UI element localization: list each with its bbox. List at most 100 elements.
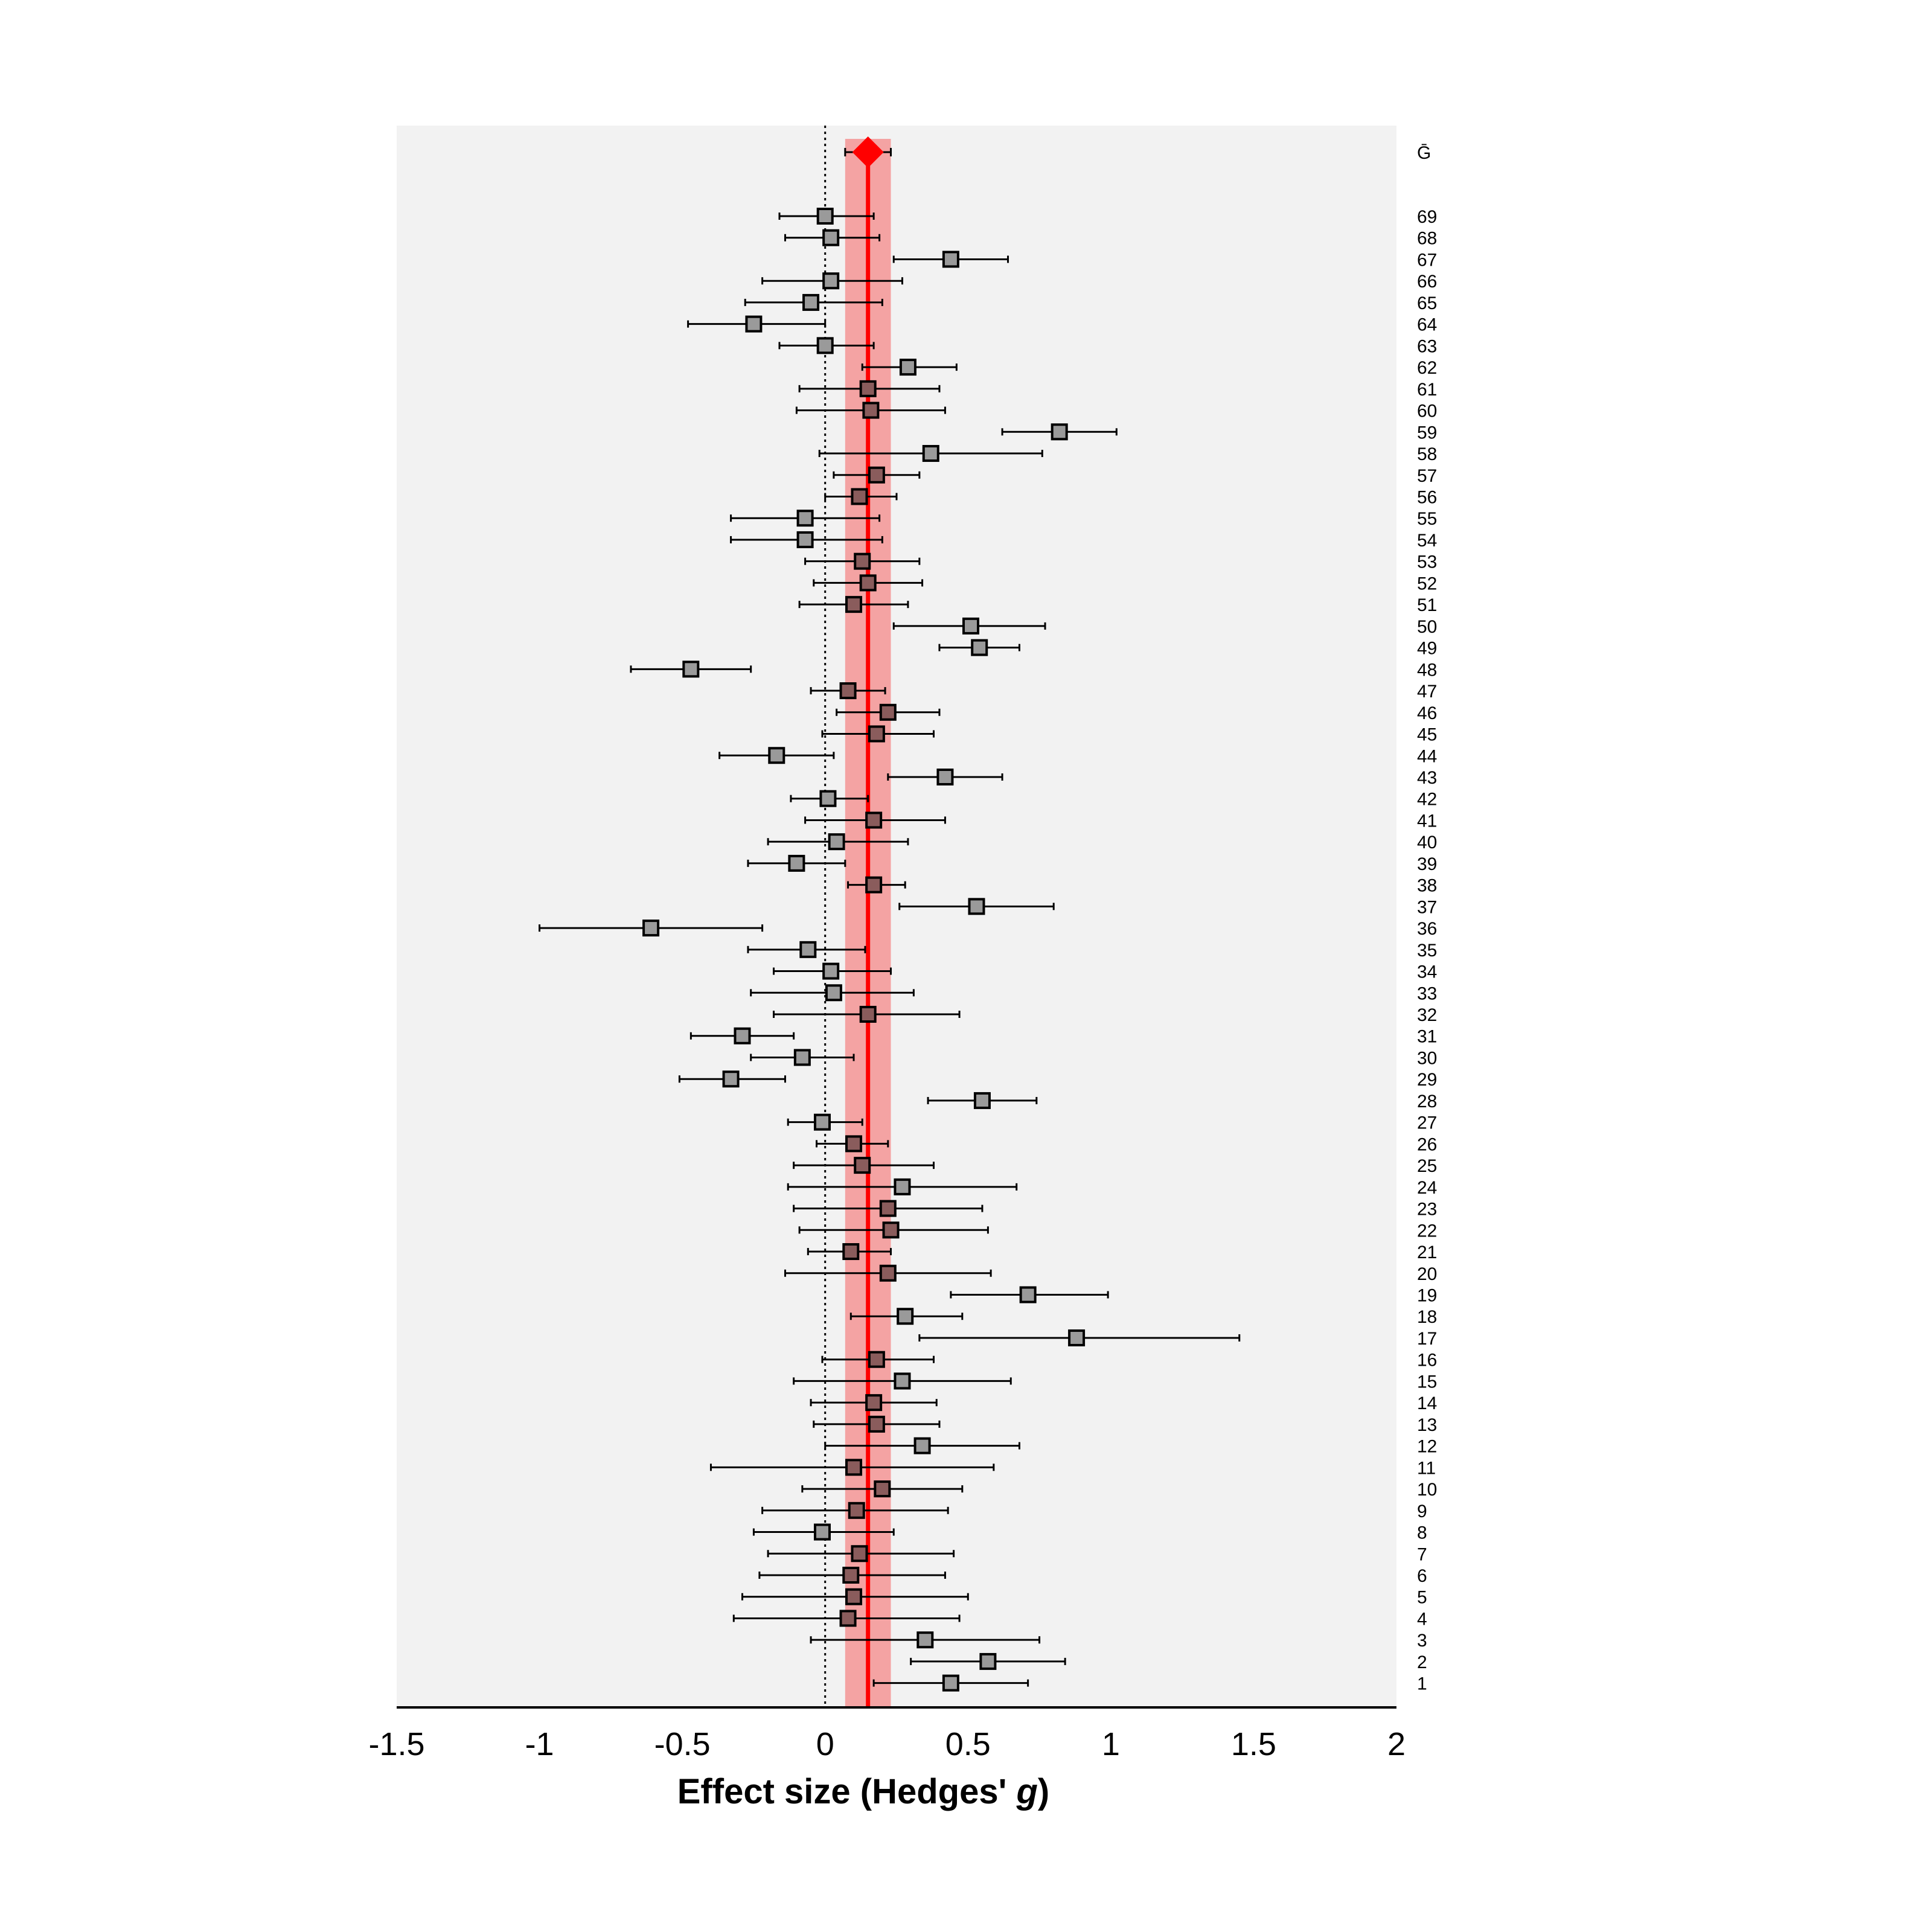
effect-marker [899, 359, 916, 376]
study-label: 38 [1417, 876, 1437, 896]
study-row-9: 9 [761, 1502, 1427, 1521]
x-tick-label: -1.5 [368, 1726, 424, 1762]
effect-marker [642, 920, 660, 937]
x-axis-title-italic: g [1016, 1772, 1037, 1811]
effect-marker [922, 445, 939, 462]
study-row-50: 50 [892, 617, 1437, 637]
study-row-47: 47 [810, 682, 1437, 702]
study-label: 41 [1417, 811, 1437, 831]
study-row-60: 60 [795, 401, 1437, 421]
effect-marker [865, 1394, 883, 1412]
effect-marker [868, 466, 885, 484]
study-row-45: 45 [821, 725, 1437, 745]
study-label: 69 [1417, 207, 1437, 227]
effect-marker [851, 1545, 868, 1563]
study-label: 1 [1417, 1674, 1427, 1694]
study-row-17: 17 [918, 1329, 1437, 1349]
study-label: 39 [1417, 854, 1437, 874]
study-row-4: 4 [732, 1609, 1427, 1629]
study-label: 27 [1417, 1113, 1437, 1133]
study-label: 10 [1417, 1480, 1437, 1500]
study-label: 30 [1417, 1048, 1437, 1068]
study-label: 58 [1417, 444, 1437, 464]
effect-marker [816, 337, 834, 354]
study-row-46: 46 [836, 703, 1437, 723]
study-row-21: 21 [807, 1243, 1437, 1262]
study-label: 57 [1417, 466, 1437, 486]
study-row-51: 51 [798, 595, 1437, 615]
effect-marker [682, 661, 700, 678]
study-label: 13 [1417, 1415, 1437, 1435]
effect-marker [979, 1652, 997, 1670]
effect-marker [882, 1221, 900, 1239]
x-tick-label: 0.5 [945, 1726, 991, 1762]
effect-marker [822, 962, 840, 980]
effect-marker [859, 380, 877, 397]
study-row-25: 25 [793, 1156, 1437, 1176]
study-row-35: 35 [747, 941, 1437, 961]
effect-marker [813, 1113, 831, 1131]
effect-marker [879, 1264, 897, 1282]
study-row-5: 5 [741, 1588, 1427, 1608]
study-row-49: 49 [938, 639, 1437, 659]
study-row-48: 48 [630, 660, 1437, 680]
study-label: 34 [1417, 962, 1437, 982]
study-row-36: 36 [539, 919, 1437, 939]
effect-marker [1019, 1286, 1037, 1303]
study-row-43: 43 [887, 768, 1437, 788]
study-row-7: 7 [767, 1544, 1427, 1564]
plot-area [397, 126, 1396, 1707]
study-row-26: 26 [816, 1134, 1437, 1154]
study-label: 46 [1417, 703, 1437, 723]
study-row-62: 62 [861, 358, 1437, 378]
study-row-65: 65 [744, 293, 1437, 313]
study-label: 24 [1417, 1178, 1437, 1198]
effect-marker [913, 1437, 931, 1454]
effect-marker [962, 617, 980, 635]
effect-marker [868, 725, 885, 743]
study-row-27: 27 [787, 1113, 1437, 1133]
x-tick-label: -1 [525, 1726, 554, 1762]
study-row-61: 61 [798, 380, 1437, 400]
study-label: 26 [1417, 1134, 1437, 1154]
study-label: 21 [1417, 1243, 1437, 1262]
study-row-1: 1 [872, 1674, 1427, 1694]
study-label: 9 [1417, 1502, 1427, 1521]
study-label: 22 [1417, 1221, 1437, 1241]
effect-marker [802, 293, 820, 311]
effect-marker [816, 208, 834, 225]
x-tick-label: -0.5 [654, 1726, 711, 1762]
study-row-56: 56 [824, 487, 1437, 507]
study-row-22: 22 [798, 1221, 1437, 1241]
effect-marker [796, 510, 814, 527]
study-label: 43 [1417, 768, 1437, 788]
study-label: 40 [1417, 833, 1437, 852]
effect-marker [916, 1631, 934, 1649]
effect-marker [874, 1480, 891, 1498]
effect-marker [845, 596, 863, 613]
effect-marker [845, 1459, 863, 1476]
study-row-31: 31 [689, 1027, 1437, 1047]
x-axis-title: Effect size (Hedges' g) [677, 1772, 1050, 1811]
study-row-40: 40 [767, 833, 1437, 852]
study-label: 15 [1417, 1372, 1437, 1392]
study-row-66: 66 [761, 272, 1437, 292]
effect-marker [942, 251, 959, 268]
study-row-54: 54 [730, 531, 1437, 551]
effect-marker [879, 1200, 897, 1217]
x-tick-label: 1.5 [1231, 1726, 1276, 1762]
effect-marker [722, 1070, 740, 1088]
study-label: 42 [1417, 790, 1437, 810]
study-row-59: 59 [1001, 423, 1437, 443]
x-axis-ticks: -1.5 -1 -0.5 0 0.5 1 1.5 2 [368, 1726, 1406, 1762]
study-row-53: 53 [804, 552, 1437, 572]
study-row-11: 11 [709, 1458, 1436, 1478]
study-label: 23 [1417, 1200, 1437, 1220]
study-label: 35 [1417, 941, 1437, 961]
study-row-37: 37 [898, 897, 1437, 917]
study-label: 60 [1417, 401, 1437, 421]
effect-marker [745, 315, 763, 333]
study-row-20: 20 [784, 1264, 1437, 1284]
effect-marker [839, 1610, 857, 1627]
study-row-68: 68 [784, 229, 1437, 249]
